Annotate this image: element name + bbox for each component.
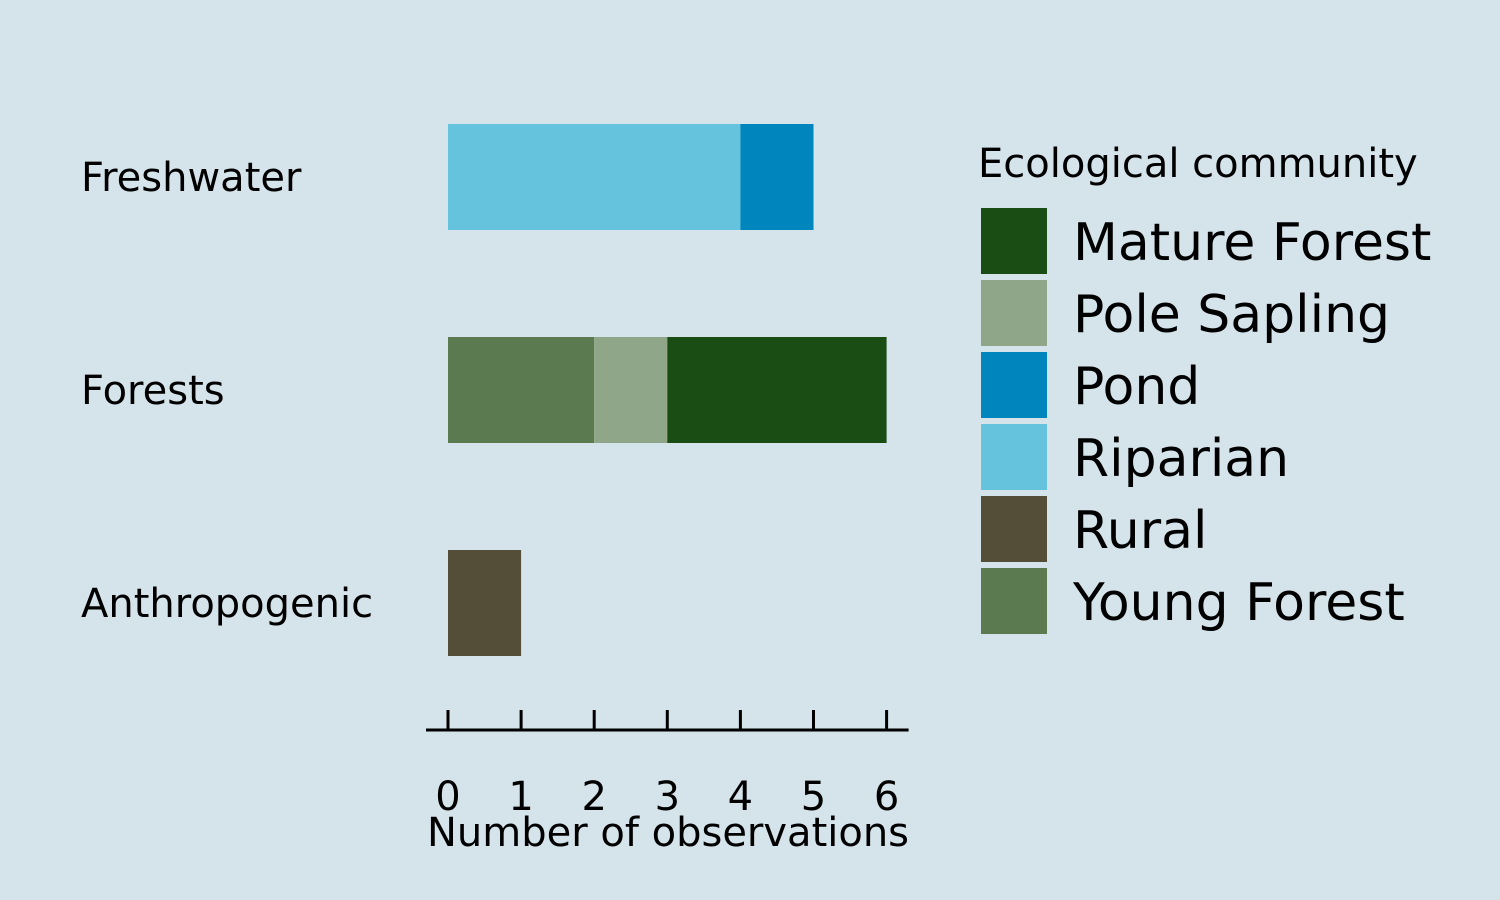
x-tick-label-0: 0 (435, 774, 460, 820)
legend-swatch-riparian (981, 424, 1047, 490)
x-tick-label-4: 4 (728, 774, 753, 820)
legend-label-rural: Rural (1073, 501, 1207, 561)
legend-swatch-young-forest (981, 568, 1047, 634)
bar-forests-mature-forest (667, 337, 887, 443)
legend-swatch-rural (981, 496, 1047, 562)
bar-forests-pole-sapling (594, 337, 668, 443)
legend-label-riparian: Riparian (1073, 429, 1289, 489)
x-tick-label-5: 5 (801, 774, 826, 820)
x-tick-label-6: 6 (874, 774, 899, 820)
category-label-forests: Forests (81, 368, 225, 414)
x-axis-title: Number of observations (427, 810, 909, 856)
legend-label-mature-forest: Mature Forest (1073, 213, 1431, 273)
bars (448, 124, 887, 656)
bar-anthropogenic-rural (448, 550, 522, 656)
legend-swatch-pond (981, 352, 1047, 418)
legend-swatch-pole-sapling (981, 280, 1047, 346)
legend-label-pole-sapling: Pole Sapling (1073, 285, 1390, 345)
category-labels: Freshwater Forests Anthropogenic (81, 155, 373, 627)
bar-forests-young-forest (448, 337, 595, 443)
x-tick-label-2: 2 (581, 774, 606, 820)
x-tick-label-3: 3 (655, 774, 680, 820)
legend: Ecological community Mature Forest Pole S… (978, 141, 1431, 634)
category-label-anthropogenic: Anthropogenic (81, 581, 373, 627)
legend-label-young-forest: Young Forest (1072, 573, 1405, 633)
legend-title: Ecological community (978, 141, 1418, 187)
bar-freshwater-pond (740, 124, 814, 230)
bar-freshwater-riparian (448, 124, 741, 230)
category-label-freshwater: Freshwater (81, 155, 302, 201)
legend-label-pond: Pond (1073, 357, 1200, 417)
legend-swatch-mature-forest (981, 208, 1047, 274)
x-axis: 0 1 2 3 4 5 6 (426, 710, 909, 820)
x-tick-label-1: 1 (508, 774, 533, 820)
